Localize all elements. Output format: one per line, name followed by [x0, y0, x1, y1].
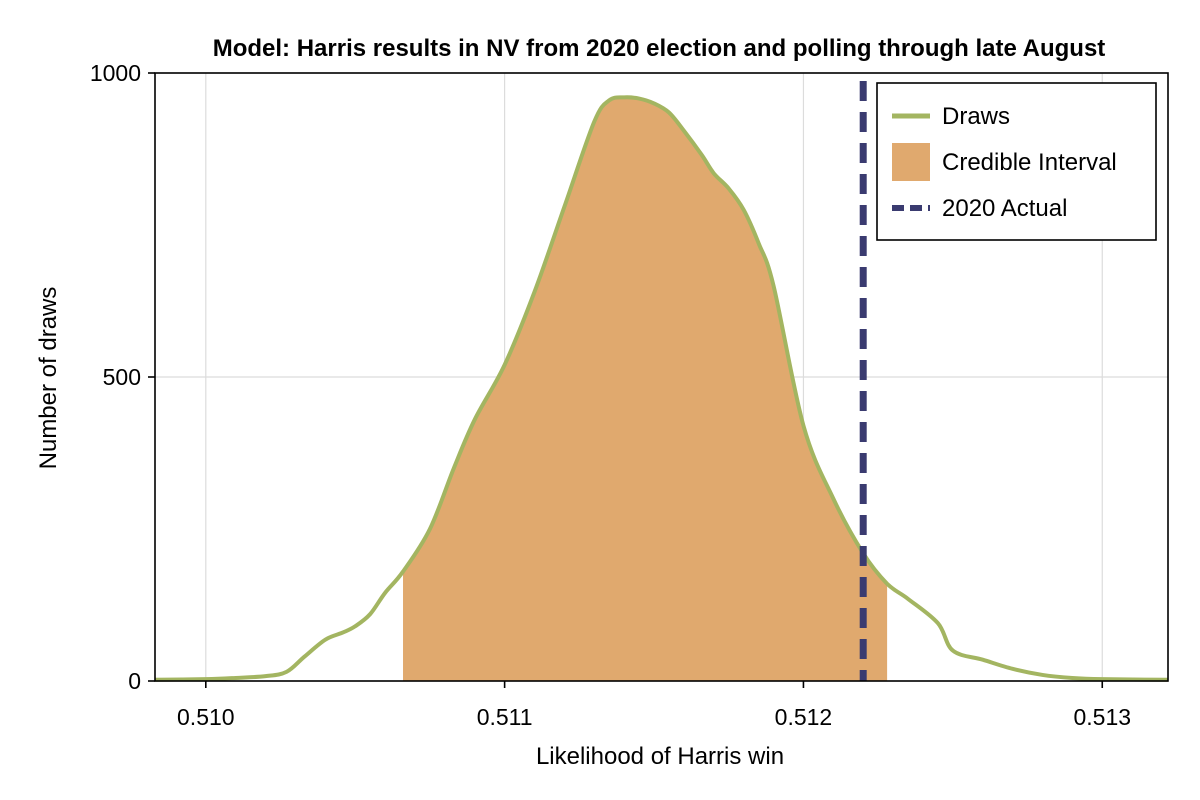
legend-draws-label: Draws: [942, 103, 1010, 130]
y-axis-ticks: 0 500 1000: [90, 60, 155, 694]
x-tick-label: 0.511: [477, 704, 533, 730]
x-tick-label: 0.510: [177, 704, 235, 730]
y-axis-label: Number of draws: [35, 287, 62, 470]
x-tick-label: 0.512: [775, 704, 833, 730]
y-tick-label: 500: [103, 364, 141, 390]
x-axis-ticks: 0.510 0.511 0.512 0.513: [177, 681, 1131, 730]
credible-interval-area: [403, 97, 888, 681]
y-tick-label: 0: [128, 668, 141, 694]
legend-interval-label: Credible Interval: [942, 149, 1117, 176]
legend-actual-label: 2020 Actual: [942, 195, 1067, 222]
x-axis-label: Likelihood of Harris win: [536, 743, 784, 770]
legend-box: [876, 82, 1157, 241]
legend: Draws Credible Interval 2020 Actual: [876, 82, 1157, 241]
draws-density-line: [154, 95, 1169, 682]
x-tick-label: 0.513: [1073, 704, 1131, 730]
legend-interval-swatch: [892, 143, 930, 181]
plot-area: [154, 81, 1169, 682]
y-tick-label: 1000: [90, 60, 141, 86]
chart-title: Model: Harris results in NV from 2020 el…: [213, 35, 1106, 62]
